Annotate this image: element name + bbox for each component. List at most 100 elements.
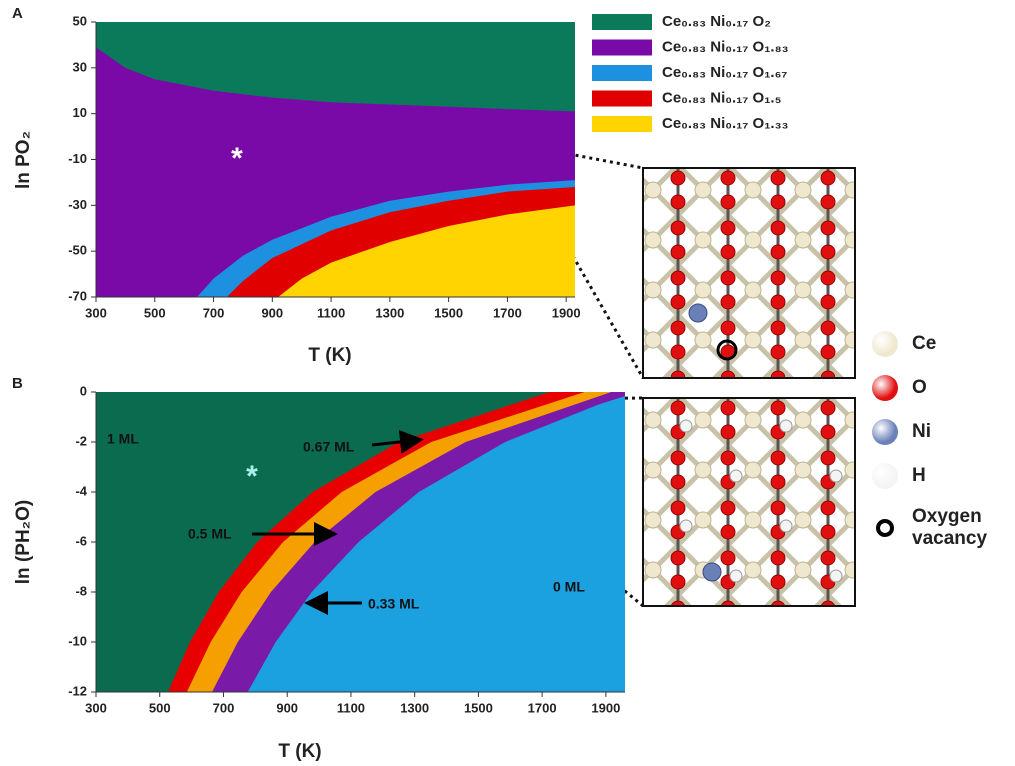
bond [903,190,953,240]
atom-label: Oxygen vacancy [912,506,1012,550]
o-atom [771,625,785,639]
o-atom [871,271,885,285]
o-atom [671,145,685,159]
ce-atom [645,132,661,148]
o-atom [821,451,835,465]
y-tick-label: -6 [75,533,87,548]
y-tick-label: 50 [73,13,87,28]
o-atom [621,145,635,159]
o-atom [671,501,685,515]
ce-atom [695,232,711,248]
o-atom [721,271,735,285]
o-atom [721,701,735,715]
h-atom [730,670,742,682]
ce-atom [845,612,861,628]
ce-atom [595,132,611,148]
bond [653,670,703,720]
o-atom [821,345,835,359]
legend-swatch [592,14,652,30]
o-atom [821,145,835,159]
o-atom [671,221,685,235]
ce-atom [645,412,661,428]
bond [703,670,753,720]
ce-atom [795,662,811,678]
o-atom [671,295,685,309]
ce-atom [845,332,861,348]
legend-label: Ce₀.₈₃ Ni₀.₁₇ O₁.₆₇ [662,64,787,81]
ce-atom [695,382,711,398]
o-atom [921,195,935,209]
o-atom [721,321,735,335]
o-atom [921,245,935,259]
ce-atom [595,282,611,298]
y-axis-label: ln (PH₂O) [13,500,34,584]
h-atom [680,520,692,532]
bond [903,670,953,720]
page: {"chart_data": [ {"type": "area", "panel… [0,0,1015,766]
legend-label: Ce₀.₈₃ Ni₀.₁₇ O₁.₃₃ [662,115,789,132]
o-atom [771,171,785,185]
atom-legend-entry: H [872,454,1012,498]
ni-atom [703,563,721,581]
o-atom [621,245,635,259]
bond [803,620,853,670]
ce-atom [895,182,911,198]
x-tick-label: 700 [203,305,225,320]
o-atom [721,651,735,665]
bond [703,620,753,670]
ce-atom [845,562,861,578]
o-atom [621,271,635,285]
atom-label: Ce [912,333,936,355]
figure: 30050070090011001300150017001900-70-50-3… [0,0,1015,766]
x-tick-label: 900 [261,305,283,320]
atom-legend-entry: Oxygen vacancy [872,506,1012,550]
ce-atom [745,662,761,678]
ce-atom [795,612,811,628]
ce-atom [795,412,811,428]
o-atom [771,271,785,285]
o-atom [771,295,785,309]
o-atom [621,701,635,715]
o-atom [821,525,835,539]
y-tick-label: -2 [75,433,87,448]
o-atom [671,345,685,359]
x-tick-label: 1100 [317,305,345,320]
o-atom [871,295,885,309]
o-atom [721,425,735,439]
ce-atom [845,182,861,198]
o-atom [871,245,885,259]
o-atom [871,701,885,715]
o-atom [921,701,935,715]
y-tick-label: -70 [68,288,87,303]
y-tick-label: -10 [68,151,87,166]
h-atom [730,470,742,482]
o-atom [821,195,835,209]
o-atom [671,321,685,335]
bond [853,670,903,720]
bond [853,620,903,670]
bond [753,670,803,720]
h-atom [780,420,792,432]
x-axis-label: T (K) [308,345,351,366]
o-atom [871,601,885,615]
atom-swatch [872,331,898,357]
atom-legend: CeONiHOxygen vacancy [872,322,1012,550]
legend-swatch [592,116,652,132]
bond [703,620,753,670]
o-atom [771,675,785,689]
ce-atom [645,612,661,628]
bond [903,620,953,670]
ce-atom [845,232,861,248]
ce-atom [895,662,911,678]
o-atom [721,675,735,689]
atom-legend-entry: Ni [872,410,1012,454]
bond [903,620,953,670]
o-atom [621,221,635,235]
h-atom [630,570,642,582]
o-atom [821,675,835,689]
phase-label: 0.33 ML [368,596,420,612]
ce-atom [745,332,761,348]
o-atom [921,221,935,235]
phase-label: 0 ML [553,579,585,595]
x-tick-label: 500 [149,700,171,715]
